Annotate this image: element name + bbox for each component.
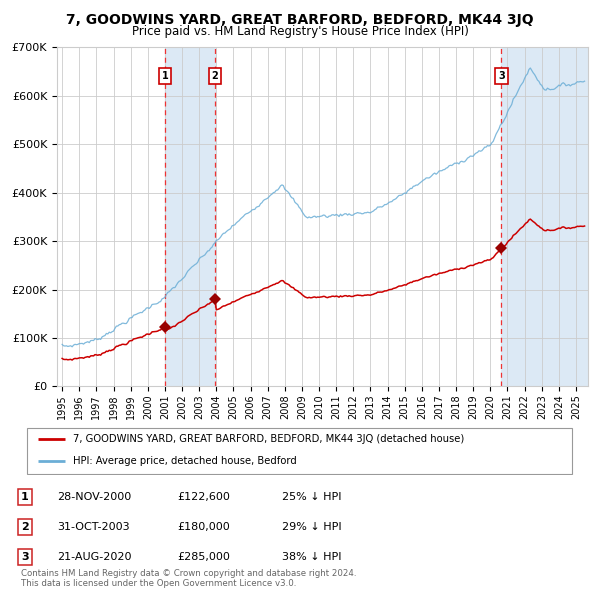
Text: £122,600: £122,600	[177, 492, 230, 502]
Text: 21-AUG-2020: 21-AUG-2020	[57, 552, 131, 562]
Text: £285,000: £285,000	[177, 552, 230, 562]
Text: £180,000: £180,000	[177, 522, 230, 532]
Text: 2: 2	[21, 522, 29, 532]
Text: 7, GOODWINS YARD, GREAT BARFORD, BEDFORD, MK44 3JQ (detached house): 7, GOODWINS YARD, GREAT BARFORD, BEDFORD…	[73, 434, 464, 444]
Text: 1: 1	[161, 71, 168, 81]
Text: 1: 1	[21, 492, 29, 502]
Text: Contains HM Land Registry data © Crown copyright and database right 2024.
This d: Contains HM Land Registry data © Crown c…	[21, 569, 356, 588]
Text: 31-OCT-2003: 31-OCT-2003	[57, 522, 130, 532]
Text: Price paid vs. HM Land Registry's House Price Index (HPI): Price paid vs. HM Land Registry's House …	[131, 25, 469, 38]
Text: 28-NOV-2000: 28-NOV-2000	[57, 492, 131, 502]
Text: HPI: Average price, detached house, Bedford: HPI: Average price, detached house, Bedf…	[73, 457, 296, 467]
Text: 29% ↓ HPI: 29% ↓ HPI	[282, 522, 341, 532]
Text: 2: 2	[212, 71, 218, 81]
Text: 3: 3	[498, 71, 505, 81]
Text: 25% ↓ HPI: 25% ↓ HPI	[282, 492, 341, 502]
Text: 7, GOODWINS YARD, GREAT BARFORD, BEDFORD, MK44 3JQ: 7, GOODWINS YARD, GREAT BARFORD, BEDFORD…	[66, 13, 534, 27]
Bar	[502, 47, 588, 386]
Text: 38% ↓ HPI: 38% ↓ HPI	[282, 552, 341, 562]
Text: 3: 3	[21, 552, 29, 562]
Bar	[165, 47, 215, 386]
